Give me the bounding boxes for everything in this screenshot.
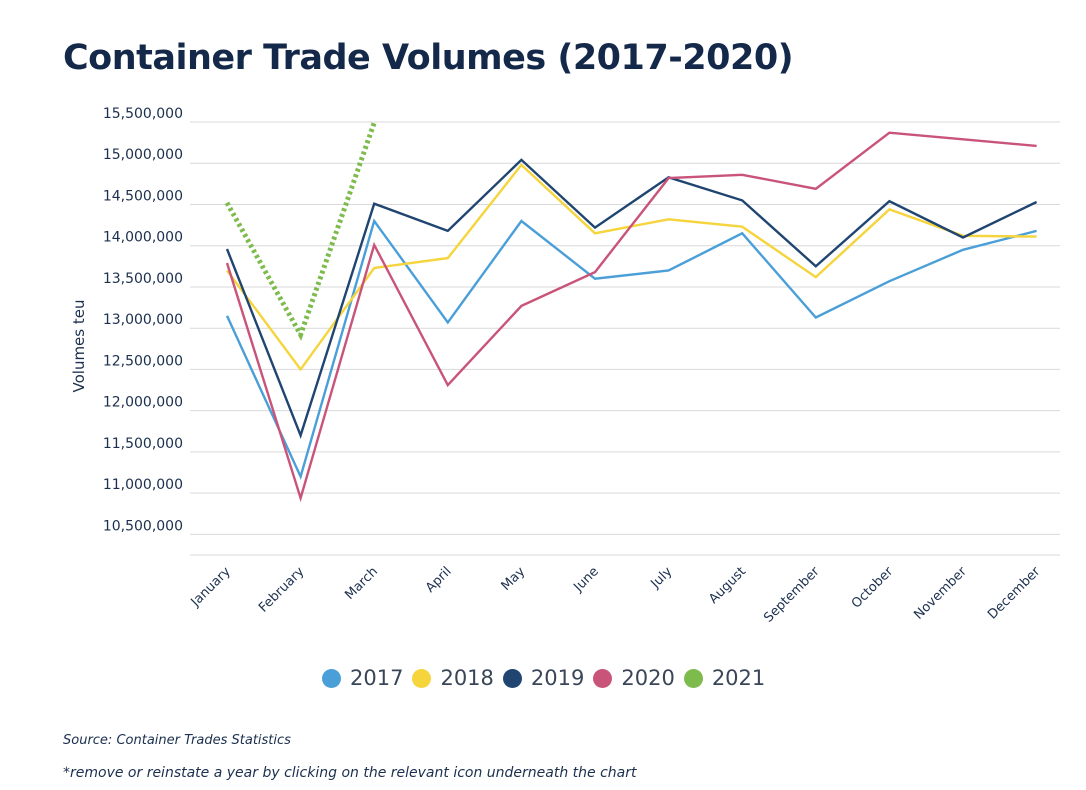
legend-item-2021[interactable]: 2021 [683, 666, 766, 690]
instruction-note: *remove or reinstate a year by clicking … [63, 765, 637, 781]
y-tick-label: 15,000,000 [103, 147, 183, 163]
x-tick-label: July [648, 564, 676, 592]
legend-label: 2021 [711, 666, 766, 690]
series-line-2021 [224, 121, 377, 341]
y-tick-label: 15,500,000 [103, 106, 183, 122]
source-note: Source: Container Trades Statistics [63, 733, 291, 748]
y-tick-label: 11,000,000 [103, 477, 183, 493]
y-axis-ticks: 10,500,000 11,000,000 11,500,000 12,000,000… [103, 106, 183, 534]
legend-marker-icon [322, 668, 341, 688]
x-tick-label: August [706, 564, 749, 607]
y-tick-label: 12,500,000 [103, 353, 183, 369]
legend-item-2017[interactable]: 2017 [322, 666, 403, 690]
x-tick-label: December [985, 564, 1044, 623]
legend-label: 2018 [440, 666, 494, 690]
y-tick-label: 14,500,000 [103, 188, 183, 204]
line-chart: 10,500,000 11,000,000 11,500,000 12,000,000… [70, 106, 1060, 626]
gridlines [190, 121, 1060, 556]
legend-item-2019[interactable]: 2019 [502, 666, 585, 690]
legend-label: 2020 [621, 666, 675, 690]
x-tick-label: January [188, 564, 234, 610]
legend-label: 2017 [350, 666, 404, 690]
legend-item-2018[interactable]: 2018 [412, 666, 494, 690]
series-lines [224, 121, 1038, 503]
y-axis-label: Volumes teu [70, 300, 88, 393]
x-axis-ticks: January February March April May June July Augu… [188, 564, 1044, 626]
series-line-2019 [225, 158, 1038, 439]
legend-marker-icon [683, 668, 703, 688]
legend-label: 2019 [530, 666, 585, 690]
y-tick-label: 10,500,000 [103, 518, 183, 534]
x-tick-label: February [256, 564, 308, 616]
y-tick-label: 14,000,000 [103, 230, 183, 246]
x-tick-label: September [761, 564, 823, 626]
legend-marker-icon [502, 668, 522, 688]
y-tick-label: 11,500,000 [103, 436, 183, 452]
series-line-2018 [226, 163, 1037, 372]
y-tick-label: 12,000,000 [103, 395, 183, 411]
x-tick-label: November [911, 564, 970, 623]
series-line-2017 [225, 218, 1037, 481]
x-tick-label: May [499, 564, 529, 594]
x-tick-label: October [849, 564, 897, 612]
chart-title: Container Trade Volumes (2017-2020) [63, 38, 794, 78]
x-tick-label: April [423, 564, 455, 596]
legend-marker-icon [412, 668, 432, 688]
y-tick-label: 13,000,000 [103, 312, 183, 328]
legend-item-2020[interactable]: 2020 [593, 666, 675, 690]
x-tick-label: March [342, 564, 381, 603]
y-tick-label: 13,500,000 [103, 271, 183, 287]
series-line-2020 [225, 131, 1037, 503]
legend: 2017 2018 2019 2020 2021 [322, 666, 774, 690]
legend-marker-icon [593, 668, 613, 688]
x-tick-label: June [570, 564, 601, 595]
